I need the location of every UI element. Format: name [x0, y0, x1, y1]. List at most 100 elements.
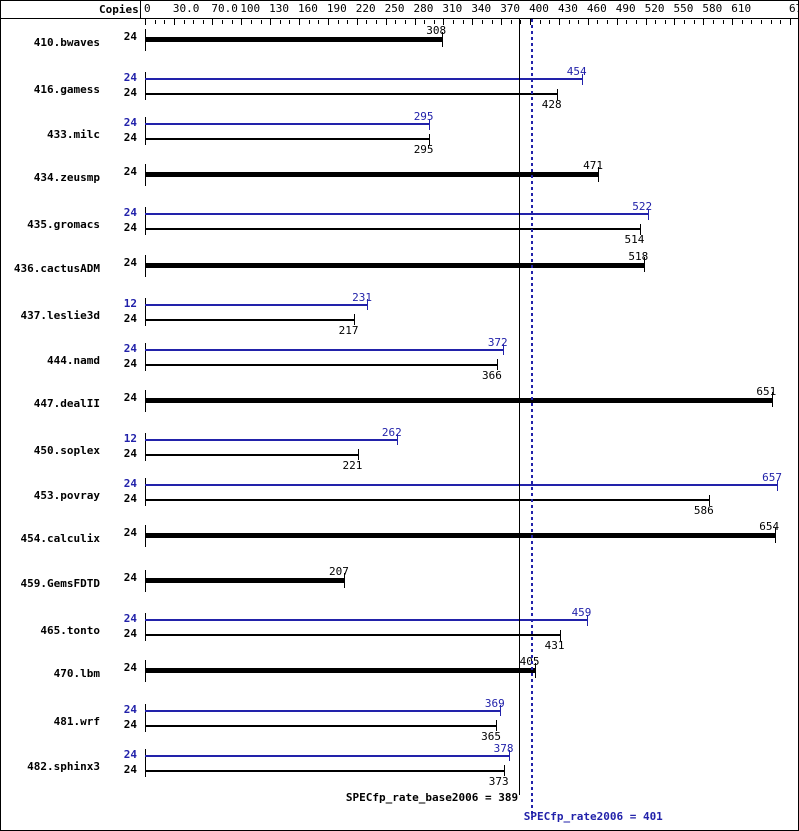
- benchmark-row: 444.namd 372 24 366 24: [0, 336, 799, 385]
- bar-single: [145, 397, 772, 403]
- bar-endcap: [497, 359, 498, 371]
- x-axis-tick: [626, 20, 627, 24]
- bar-value-label: 454: [566, 65, 587, 79]
- bar-value-label: 308: [426, 24, 447, 37]
- x-axis-tick-label: 130: [269, 2, 290, 15]
- bar-value-label: 586: [693, 504, 714, 517]
- row-origin-tick: [145, 478, 146, 506]
- bar-peak: [145, 438, 398, 441]
- benchmark-row: 436.cactusADM 518 24: [0, 250, 799, 295]
- benchmark-row: 450.soplex 262 12 221 24: [0, 426, 799, 475]
- copies-value: 24: [123, 30, 137, 43]
- copies-value: 24: [123, 627, 137, 641]
- row-origin-tick: [145, 748, 146, 777]
- x-axis-tick: [222, 20, 223, 24]
- bar-base: [145, 93, 558, 96]
- x-axis-tick-label: 490: [615, 2, 636, 15]
- x-axis-tick-label: 460: [586, 2, 607, 15]
- row-origin-tick: [145, 117, 146, 146]
- x-axis-tick: [338, 20, 339, 24]
- x-axis-tick: [511, 20, 512, 24]
- bar-endcap: [397, 434, 398, 446]
- x-axis-tick: [617, 19, 618, 25]
- x-axis-tick: [357, 19, 358, 25]
- x-axis-tick: [578, 20, 579, 24]
- copies-value: 12: [123, 431, 137, 445]
- x-axis-tick: [164, 20, 165, 24]
- x-axis-tick: [405, 20, 406, 24]
- bar-endcap: [587, 614, 588, 626]
- bar-base: [145, 499, 710, 501]
- row-origin-tick: [145, 72, 146, 101]
- bar-value-label: 522: [632, 200, 653, 214]
- x-axis-tick-label: 250: [384, 2, 405, 15]
- footer-peak-score: SPECfp_rate2006 = 401: [523, 810, 663, 823]
- bar-base: [145, 138, 429, 141]
- bar-endcap: [777, 479, 778, 491]
- benchmark-row: 433.milc 295 24 295 24: [0, 110, 799, 159]
- x-axis-tick-label: 400: [529, 2, 549, 15]
- x-axis-tick: [434, 20, 435, 24]
- bar-endcap: [640, 223, 641, 235]
- x-axis: 0 30.0 70.0 100 130 160 190 220 250 280 310 340 370 4…: [0, 0, 799, 18]
- row-origin-tick: [145, 613, 146, 642]
- x-axis-tick: [751, 20, 752, 24]
- bar-peak: [145, 709, 501, 712]
- benchmark-label: 481.wrf: [53, 714, 100, 728]
- bar-endcap: [504, 765, 505, 777]
- bar-value-label: 221: [342, 458, 363, 472]
- row-origin-tick: [145, 342, 146, 371]
- x-axis-tick: [549, 20, 550, 24]
- x-axis-tick: [251, 20, 252, 24]
- x-axis-tick-label: 30.0: [172, 2, 200, 15]
- bar-endcap: [775, 527, 776, 543]
- bar-endcap: [358, 449, 359, 461]
- bar-endcap: [344, 572, 345, 588]
- bar-single: [145, 172, 599, 178]
- benchmark-label: 470.lbm: [53, 667, 100, 681]
- x-axis-tick: [559, 19, 560, 25]
- footer-base-score: SPECfp_rate_base2006 = 389: [345, 791, 519, 804]
- benchmark-row: 470.lbm 405 24: [0, 655, 799, 700]
- bar-value-label: 657: [762, 471, 783, 484]
- x-axis-tick: [492, 20, 493, 24]
- bar-peak: [145, 213, 648, 216]
- row-origin-tick: [145, 297, 146, 326]
- axis-horizontal-rule: [0, 18, 799, 19]
- x-axis-tick: [443, 19, 444, 25]
- x-axis-tick: [655, 20, 656, 24]
- bar-peak: [145, 619, 587, 622]
- x-axis-tick: [540, 20, 541, 24]
- benchmark-label: 465.tonto: [40, 624, 100, 638]
- bar-endcap: [709, 494, 710, 506]
- x-axis-tick: [203, 20, 204, 24]
- x-axis-tick: [569, 20, 570, 24]
- x-axis-tick: [530, 19, 531, 25]
- x-axis-tick: [463, 20, 464, 24]
- x-axis-tick-label: 70.0: [211, 2, 238, 15]
- bar-endcap: [598, 166, 599, 182]
- x-axis-tick: [520, 20, 521, 24]
- copies-value: 24: [123, 526, 137, 540]
- bar-base: [145, 769, 505, 772]
- x-axis-tick: [184, 20, 185, 24]
- x-axis-tick: [588, 19, 589, 25]
- benchmark-row: 465.tonto 459 24 431 24: [0, 606, 799, 655]
- bar-single: [145, 578, 345, 584]
- bar-endcap: [644, 257, 645, 272]
- x-axis-tick: [309, 20, 310, 24]
- benchmark-row: 453.povray 657 24 586 24: [0, 471, 799, 520]
- x-axis-tick: [318, 20, 319, 24]
- x-axis-tick: [261, 20, 262, 24]
- benchmark-label: 437.leslie3d: [20, 308, 100, 322]
- benchmark-row: 454.calculix 654 24: [0, 520, 799, 565]
- benchmark-row: 459.GemsFDTD 207 24: [0, 565, 799, 610]
- x-axis-tick-label: 160: [298, 2, 318, 15]
- bar-endcap: [648, 208, 649, 220]
- copies-value: 24: [123, 116, 137, 130]
- x-axis-tick-label: 610: [731, 2, 752, 15]
- bar-value-label: 405: [519, 655, 540, 669]
- bar-base: [145, 724, 497, 727]
- bar-value-label: 431: [544, 639, 565, 653]
- axis-column-divider: [140, 0, 141, 18]
